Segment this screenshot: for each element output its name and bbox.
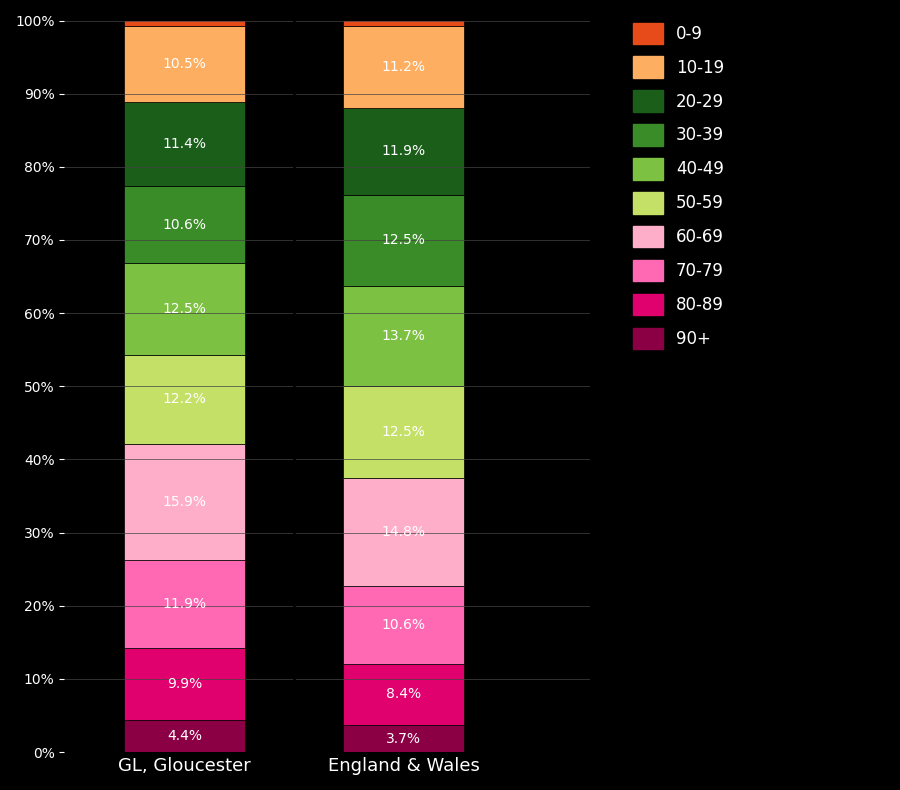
Text: 13.7%: 13.7% <box>382 329 426 343</box>
Text: 10.6%: 10.6% <box>382 618 426 632</box>
Bar <box>344 725 464 752</box>
Text: 10.6%: 10.6% <box>163 217 207 231</box>
Bar <box>124 21 245 25</box>
Bar <box>344 286 464 386</box>
Text: 12.5%: 12.5% <box>382 425 426 439</box>
Text: 14.8%: 14.8% <box>382 525 426 539</box>
Text: 12.5%: 12.5% <box>382 233 426 247</box>
Text: 8.4%: 8.4% <box>386 687 421 702</box>
Text: 3.7%: 3.7% <box>386 732 421 746</box>
Bar <box>344 107 464 194</box>
Text: 12.5%: 12.5% <box>163 302 207 316</box>
Text: 11.2%: 11.2% <box>382 59 426 73</box>
Bar <box>344 664 464 725</box>
Bar <box>344 586 464 664</box>
Text: 4.4%: 4.4% <box>167 729 202 743</box>
Bar <box>124 103 245 186</box>
Bar <box>124 263 245 355</box>
Bar <box>344 21 464 25</box>
Bar <box>124 186 245 263</box>
Bar <box>124 444 245 560</box>
Bar <box>344 25 464 107</box>
Legend: 0-9, 10-19, 20-29, 30-39, 40-49, 50-59, 60-69, 70-79, 80-89, 90+: 0-9, 10-19, 20-29, 30-39, 40-49, 50-59, … <box>625 14 733 358</box>
Text: 15.9%: 15.9% <box>163 495 207 510</box>
Text: 12.2%: 12.2% <box>163 393 207 407</box>
Text: 11.9%: 11.9% <box>163 597 207 611</box>
Bar <box>344 386 464 478</box>
Bar <box>344 478 464 586</box>
Text: 11.9%: 11.9% <box>382 144 426 158</box>
Bar <box>124 355 245 444</box>
Bar <box>124 720 245 752</box>
Text: 10.5%: 10.5% <box>163 57 207 71</box>
Text: 9.9%: 9.9% <box>167 677 202 690</box>
Bar <box>124 648 245 720</box>
Bar <box>344 194 464 286</box>
Bar <box>124 560 245 648</box>
Bar <box>124 25 245 103</box>
Text: 11.4%: 11.4% <box>163 137 207 151</box>
